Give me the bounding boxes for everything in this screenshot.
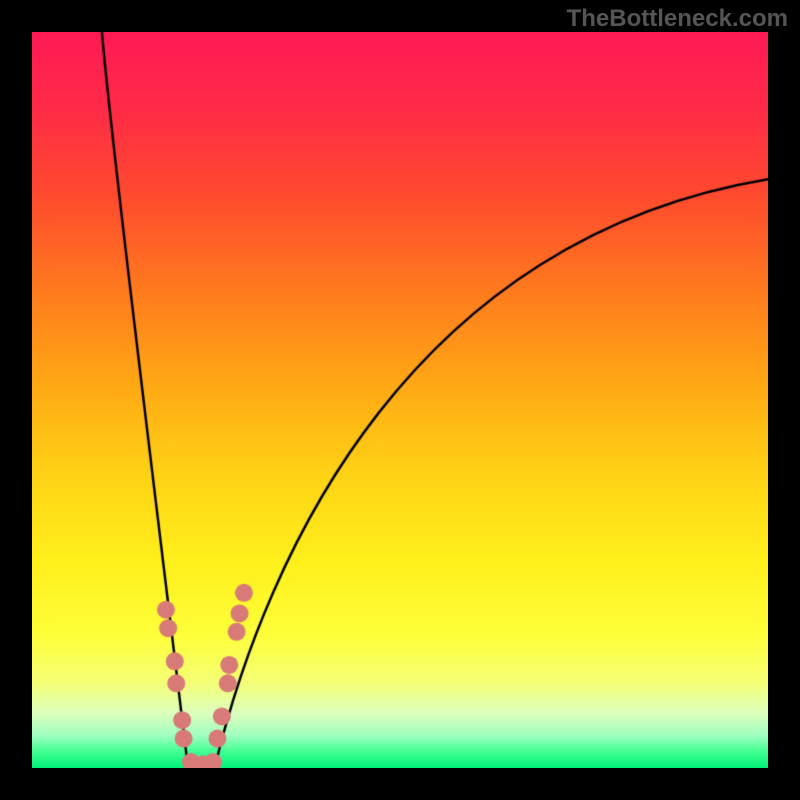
curve-plot-canvas xyxy=(32,32,768,768)
watermark-text: TheBottleneck.com xyxy=(567,5,788,33)
chart-stage: TheBottleneck.com xyxy=(0,0,800,800)
